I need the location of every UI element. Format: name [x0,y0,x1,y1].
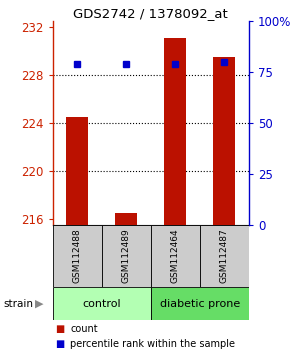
Text: diabetic prone: diabetic prone [160,298,240,309]
Title: GDS2742 / 1378092_at: GDS2742 / 1378092_at [74,7,228,20]
Bar [151,225,200,287]
Bar [200,225,249,287]
Bar [102,225,151,287]
Text: count: count [70,324,98,334]
Text: strain: strain [3,298,33,309]
Text: ▶: ▶ [34,298,43,309]
Bar [213,57,236,225]
Text: control: control [82,298,121,309]
Bar [52,287,151,320]
Bar [151,287,249,320]
Text: GSM112489: GSM112489 [122,228,131,283]
Bar [52,225,102,287]
Bar [164,38,186,225]
Text: percentile rank within the sample: percentile rank within the sample [70,339,236,349]
Bar [115,213,137,225]
Text: GSM112487: GSM112487 [220,228,229,283]
Text: ■: ■ [56,339,65,349]
Text: ■: ■ [56,324,65,334]
Text: GSM112464: GSM112464 [171,228,180,283]
Bar [66,117,88,225]
Text: GSM112488: GSM112488 [73,228,82,283]
